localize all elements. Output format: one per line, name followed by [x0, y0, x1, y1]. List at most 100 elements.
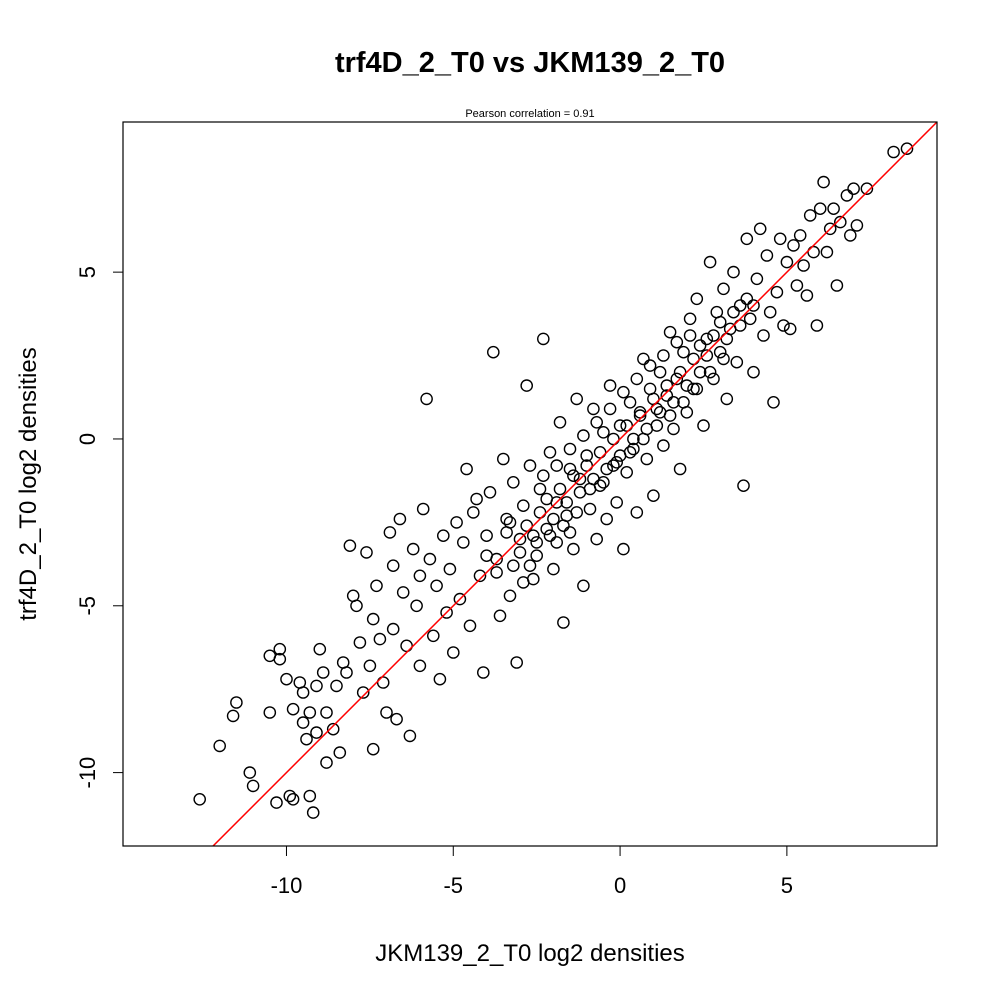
- data-point: [353, 636, 367, 649]
- data-point: [713, 345, 727, 359]
- data-point: [506, 475, 520, 489]
- data-point: [563, 526, 577, 539]
- y-axis: -10 -5 0 5: [75, 266, 124, 789]
- data-point: [533, 482, 547, 496]
- data-point: [727, 265, 740, 279]
- data-point: [773, 232, 787, 246]
- data-point: [543, 529, 557, 543]
- data-point: [607, 432, 620, 446]
- data-point: [790, 279, 804, 292]
- data-point: [600, 462, 614, 476]
- data-point: [393, 512, 407, 526]
- data-point: [637, 352, 650, 366]
- data-point: [640, 452, 654, 466]
- data-point: [386, 622, 400, 636]
- data-point: [737, 479, 750, 493]
- data-point: [540, 492, 554, 506]
- data-point: [590, 532, 604, 546]
- y-tick-label: -10: [75, 757, 100, 789]
- data-point: [453, 592, 467, 606]
- data-point: [330, 679, 343, 693]
- data-point: [300, 732, 313, 746]
- data-point: [383, 526, 397, 539]
- data-point: [390, 712, 403, 726]
- data-point: [747, 299, 760, 312]
- data-point: [817, 175, 830, 189]
- data-point: [643, 359, 657, 372]
- fit-line-layer: [212, 122, 937, 846]
- data-point: [730, 355, 744, 369]
- data-point: [797, 259, 810, 272]
- data-point: [700, 349, 714, 362]
- data-point: [583, 502, 597, 516]
- data-point: [557, 616, 570, 629]
- data-point: [310, 679, 323, 693]
- data-point: [500, 512, 513, 526]
- data-point: [303, 706, 317, 719]
- data-point: [503, 589, 517, 603]
- data-point: [373, 632, 387, 646]
- data-point: [567, 542, 580, 556]
- y-axis-label: trf4D_2_T0 log2 densities: [15, 347, 42, 621]
- data-point: [356, 686, 370, 699]
- data-point: [483, 485, 497, 499]
- data-point: [303, 789, 317, 803]
- data-point: [366, 612, 380, 626]
- data-point: [560, 496, 574, 509]
- y-tick-label: 5: [75, 266, 100, 278]
- data-point: [827, 202, 840, 215]
- data-point: [834, 215, 847, 229]
- data-point: [753, 222, 767, 236]
- data-point: [547, 562, 560, 576]
- data-point: [900, 142, 914, 155]
- data-point: [597, 475, 610, 489]
- data-point: [400, 639, 413, 653]
- y-tick-label: -5: [75, 596, 100, 616]
- data-point: [263, 706, 277, 719]
- data-point: [767, 395, 780, 409]
- data-point: [663, 409, 677, 422]
- data-point: [476, 666, 490, 679]
- data-point: [436, 529, 450, 543]
- data-point: [470, 492, 483, 506]
- data-point: [717, 282, 730, 296]
- data-point: [310, 726, 323, 739]
- data-point: [446, 646, 460, 659]
- data-point: [320, 756, 333, 769]
- data-point: [687, 352, 700, 366]
- data-point: [720, 392, 734, 406]
- data-point: [670, 335, 684, 349]
- data-point: [803, 209, 817, 222]
- data-point: [610, 496, 624, 509]
- data-point: [693, 365, 707, 379]
- data-point: [590, 415, 604, 429]
- data-point: [463, 619, 477, 633]
- data-point: [490, 566, 503, 579]
- data-point: [370, 579, 383, 593]
- y-tick-label: 0: [75, 433, 100, 445]
- data-point: [480, 529, 493, 543]
- data-point: [823, 222, 837, 236]
- data-point: [550, 536, 564, 549]
- data-point: [580, 459, 594, 472]
- data-point: [677, 395, 690, 409]
- data-point: [670, 372, 684, 386]
- data-point: [630, 506, 644, 519]
- data-point: [660, 389, 674, 402]
- data-point: [413, 569, 427, 583]
- data-point: [617, 542, 630, 556]
- data-point: [473, 569, 487, 583]
- data-point: [496, 452, 510, 466]
- data-point: [603, 379, 617, 392]
- data-point: [770, 285, 784, 299]
- data-point: [273, 642, 287, 656]
- data-point: [627, 442, 640, 456]
- data-point: [550, 459, 564, 472]
- data-point: [580, 449, 594, 462]
- data-point: [517, 576, 530, 589]
- data-point: [360, 546, 373, 559]
- data-point: [613, 419, 627, 432]
- data-point: [540, 522, 554, 536]
- data-point: [740, 232, 754, 246]
- data-point: [543, 445, 557, 459]
